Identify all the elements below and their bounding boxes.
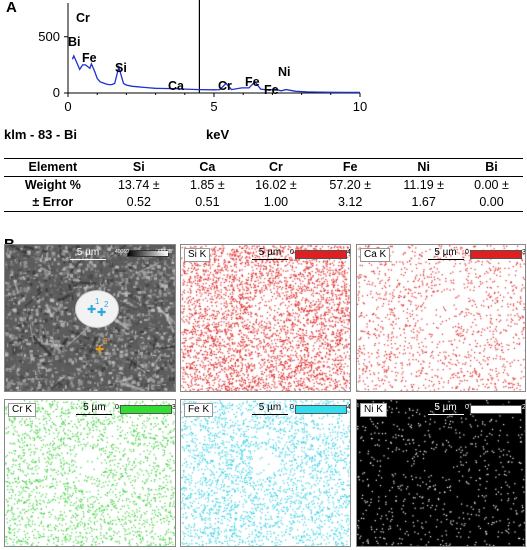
map-label-ca-k: Ca K — [360, 248, 391, 262]
colorbar-min: 0 — [290, 404, 294, 411]
table-cell: 11.19 ± — [403, 178, 445, 192]
y-tick-label: 500 — [38, 29, 60, 44]
element-map-dots — [181, 400, 350, 546]
map-scale-text: 5 µm — [434, 247, 457, 258]
peak-label-ca: Ca — [168, 79, 185, 93]
marker-2-label: 2 — [104, 300, 109, 309]
x-axis-unit-label: keV — [206, 127, 230, 142]
marker-3-cross: ✚ — [95, 344, 105, 356]
map-label-ni-k: Ni K — [360, 403, 387, 417]
colorbar-min: 0 — [115, 404, 119, 411]
element-map-fe-k: Fe K 5 µm 0 4 — [180, 399, 351, 547]
element-map-dots — [357, 400, 525, 546]
table-cell: 13.74 ± — [117, 178, 160, 192]
peak-label-cr: Cr — [218, 79, 232, 93]
table-row: ± Error 0.52 0.51 1.00 3.12 1.67 0.00 — [4, 194, 523, 212]
table-header-ni: Ni — [387, 158, 461, 177]
peak-label-fe: Fe — [245, 75, 260, 89]
map-scale-bar: 5 µm — [251, 247, 288, 260]
peak-label-si: Si — [115, 61, 127, 75]
sem-scale-text: 5 µm — [76, 247, 100, 258]
peak-label-cr: Cr — [76, 11, 90, 25]
element-map-ca-k: Ca K 5 µm 0 3 — [356, 244, 526, 392]
y-tick-label: 0 — [53, 85, 60, 100]
sem-gray-colorbar — [127, 250, 169, 257]
table-cell: 3.12 — [313, 194, 388, 212]
element-map-dots — [357, 245, 525, 391]
map-scale-bar: 5 µm — [251, 402, 288, 415]
table-cell: 0.52 — [101, 194, 176, 212]
sem-scale-bar: 5 µm — [70, 247, 106, 260]
table-header-ca: Ca — [175, 158, 239, 177]
map-colorbar — [470, 250, 522, 259]
panel-a-letter: A — [6, 0, 17, 16]
map-scale-bar: 5 µm — [76, 402, 113, 415]
analysis-particle — [75, 290, 119, 328]
map-scale-bar: 5 µm — [427, 402, 464, 415]
map-scale-text: 5 µm — [258, 247, 282, 258]
element-map-ni-k: Ni K 5 µm 0 2 — [356, 399, 526, 547]
table-cell: 1.00 — [238, 194, 314, 212]
table-row-label: ± Error — [4, 194, 102, 212]
table-header-row: Element Si Ca Cr Fe Ni Bi — [4, 158, 523, 177]
marker-2-cross: ✚ — [97, 307, 107, 319]
table-row-label: Weight % — [24, 178, 81, 192]
table-header-bi: Bi — [460, 158, 523, 177]
element-map-cr-k: Cr K 5 µm 0 3 — [4, 399, 176, 547]
marker-1-label: 1 — [95, 297, 100, 306]
sem-cbar-max: 65535 — [158, 249, 172, 255]
peak-label-bi: Bi — [68, 35, 81, 49]
table-header-fe: Fe — [313, 158, 388, 177]
table-cell: 16.02 ± — [255, 178, 297, 192]
colorbar-max: 3 — [522, 249, 526, 256]
colorbar-min: 0 — [465, 404, 469, 411]
table-header-si: Si — [101, 158, 176, 177]
table-header-element: Element — [4, 158, 102, 177]
map-colorbar — [295, 250, 347, 259]
table-cell: 1.85 ± — [190, 178, 225, 192]
peak-label-fe: Fe — [82, 51, 97, 65]
element-map-dots — [5, 400, 175, 546]
table-row: Weight % 13.74 ± 1.85 ± 16.02 ± 57.20 ± 11.19… — [4, 177, 523, 195]
colorbar-min: 0 — [290, 249, 294, 256]
colorbar-max: 3 — [172, 404, 176, 411]
table-cell: 0.00 — [460, 194, 523, 212]
map-label-si-k: Si K — [184, 248, 211, 262]
element-map-si-k: Si K 5 µm 0 4 — [180, 244, 351, 392]
table-cell: 0.51 — [175, 194, 239, 212]
map-scale-text: 5 µm — [434, 402, 457, 413]
marker-1-cross: ✚ — [87, 304, 97, 316]
sem-image: 5 µm 40069 65535 1 2 ✚ ✚ 3 ✚ — [4, 244, 176, 392]
map-scale-bar: 5 µm — [427, 247, 464, 260]
x-tick-label: 0 — [64, 99, 71, 114]
peak-label-fe: Fe — [264, 83, 279, 97]
colorbar-max: 4 — [347, 249, 351, 256]
colorbar-max: 2 — [522, 404, 526, 411]
x-tick-label: 10 — [353, 99, 367, 114]
x-tick-label: 5 — [210, 99, 217, 114]
colorbar-min: 0 — [465, 249, 469, 256]
map-label-cr-k: Cr K — [8, 403, 36, 417]
map-colorbar — [295, 405, 347, 414]
marker-3-label: 3 — [103, 337, 108, 346]
sem-cbar-min: 40069 — [115, 249, 129, 255]
map-colorbar — [470, 405, 522, 414]
peak-label-ni: Ni — [278, 65, 291, 79]
table-cell: 1.67 — [387, 194, 461, 212]
map-colorbar — [120, 405, 172, 414]
composition-table: Element Si Ca Cr Fe Ni Bi Weight % 13.74 ± 1.85 … — [4, 158, 523, 212]
spectrum-line — [71, 54, 360, 94]
table-header-cr: Cr — [238, 158, 314, 177]
table-cell: 0.00 ± — [474, 178, 509, 192]
colorbar-max: 4 — [347, 404, 351, 411]
map-scale-text: 5 µm — [258, 402, 282, 413]
map-scale-text: 5 µm — [83, 402, 106, 413]
element-map-dots — [181, 245, 350, 391]
map-label-fe-k: Fe K — [184, 403, 214, 417]
table-cell: 57.20 ± — [329, 178, 371, 192]
sample-label: klm - 83 - Bi — [4, 127, 77, 142]
